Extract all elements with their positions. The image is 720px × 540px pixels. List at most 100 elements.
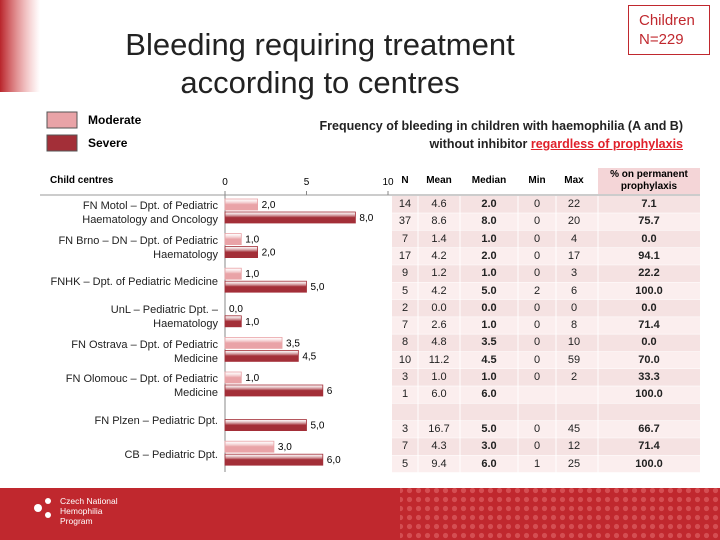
table-cell: 2 [533, 284, 541, 297]
table-cell: 0 [533, 267, 541, 280]
row-bg [392, 317, 700, 335]
table-cell: 1.0 [481, 267, 497, 280]
table-cell: 0 [533, 336, 541, 349]
x-tick-label: 5 [304, 177, 310, 188]
legend-label: Moderate [88, 113, 142, 127]
logo: Czech National Hemophilia Program [60, 496, 118, 526]
row-bg [392, 196, 700, 214]
subtitle-highlight: regardless of prophylaxis [530, 137, 683, 151]
table-cell: 0 [533, 301, 541, 314]
table-cell: 16.7 [428, 422, 450, 435]
table-cell: 1 [533, 457, 541, 470]
table-cell: 0 [533, 440, 541, 453]
footer-dots [400, 488, 720, 540]
table-cell: 11.2 [428, 353, 450, 366]
column-header: Min [528, 175, 546, 186]
table-cell: 70.0 [638, 353, 660, 366]
legend-label: Severe [88, 136, 128, 150]
subtitle-text: without inhibitor [429, 137, 528, 151]
table-cell: 0.0 [641, 336, 657, 349]
row-bg [392, 420, 700, 439]
value-label: 6 [327, 386, 333, 397]
value-label: 1,0 [245, 373, 259, 384]
table-cell: 1.0 [431, 371, 447, 383]
logo-icon [34, 504, 42, 512]
table-cell: 7.1 [641, 198, 657, 210]
value-label: 2,0 [262, 248, 276, 259]
table-cell: 0 [570, 301, 578, 314]
column-header: % on permanent prophylaxis [610, 169, 688, 192]
table-cell: 71.4 [638, 440, 660, 453]
row-bg [392, 299, 700, 318]
table-cell: 4.2 [431, 284, 447, 297]
table-cell: 1.0 [481, 232, 497, 245]
table-cell: 1 [401, 388, 409, 401]
column-header: Mean [426, 175, 452, 186]
category-label: FN Ostrava – Dpt. of Pediatric Medicine [71, 338, 218, 365]
bar [224, 315, 242, 328]
table-cell: 10 [567, 336, 581, 349]
table-cell: 6.0 [481, 388, 497, 401]
table-cell: 100.0 [635, 388, 663, 401]
legend-swatch [46, 134, 78, 152]
logo-icon [45, 512, 51, 518]
logo-line: Hemophilia [60, 506, 103, 516]
bar [224, 440, 275, 453]
table-cell: 3 [401, 371, 409, 383]
bar [224, 233, 242, 246]
value-label: 5,0 [311, 282, 325, 293]
table-cell: 6 [570, 284, 578, 297]
title-line: Bleeding requiring treatment [125, 27, 515, 62]
table-cell: 4.8 [431, 336, 447, 349]
table-cell: 0 [533, 319, 541, 332]
table-cell: 100.0 [635, 457, 663, 470]
table-cell: 37 [398, 215, 412, 228]
category-label: CB – Pediatric Dpt. [124, 449, 218, 462]
table-cell: 22 [567, 198, 581, 210]
row-bg [392, 213, 700, 231]
table-cell: 7 [401, 232, 409, 245]
table-cell: 0 [533, 249, 541, 262]
bar [224, 267, 242, 280]
table-cell: 94.1 [638, 249, 660, 262]
table-cell: 1.4 [431, 232, 447, 245]
column-header: Max [564, 175, 584, 186]
table-cell: 20 [567, 215, 581, 228]
table-cell: 4.2 [431, 249, 447, 262]
table-cell: 0 [533, 422, 541, 435]
table-cell: 2 [570, 371, 578, 383]
table-cell: 17 [398, 249, 412, 262]
table-cell: 4.6 [431, 198, 447, 210]
header-cell-bg [598, 168, 700, 194]
table-cell: 9.4 [431, 457, 447, 470]
table-cell: 17 [567, 249, 581, 262]
legend-swatch [46, 111, 78, 129]
category-header: Child centres [50, 175, 114, 186]
row-bg [392, 438, 700, 456]
table-cell: 33.3 [638, 371, 660, 383]
table-cell: 1.0 [481, 319, 497, 332]
top-strip [0, 0, 40, 92]
table-cell: 0 [533, 232, 541, 245]
table-cell: 59 [567, 353, 581, 366]
table-cell: 0 [533, 215, 541, 228]
table-cell: 0 [533, 198, 541, 210]
title-line: according to centres [180, 65, 460, 100]
value-label: 1,0 [245, 317, 259, 328]
row-bg [392, 369, 700, 387]
bar [224, 371, 242, 384]
table-cell: 8 [570, 319, 578, 332]
table-cell: 8.6 [431, 215, 447, 228]
table-cell: 6.0 [481, 457, 497, 470]
table-cell: 7 [401, 319, 409, 332]
value-label: 3,0 [278, 442, 292, 453]
category-label: FN Plzen – Pediatric Dpt. [94, 414, 219, 427]
table-cell: 45 [567, 422, 581, 435]
value-label: 1,0 [245, 235, 259, 246]
bar [224, 246, 258, 259]
logo-icon [45, 498, 51, 504]
value-label: 3,5 [286, 338, 300, 349]
table-cell: 3.5 [481, 336, 497, 349]
